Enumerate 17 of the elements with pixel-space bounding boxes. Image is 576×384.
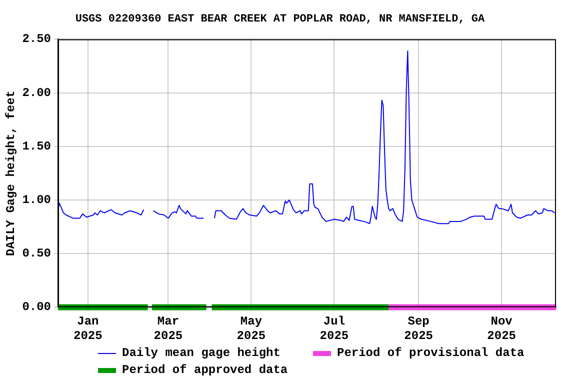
y-tick-label: 2.00 xyxy=(22,86,51,100)
x-tick-label: Mar 2025 xyxy=(154,314,183,343)
y-axis-title: DAILY Gage height, feet xyxy=(4,90,18,256)
y-tick-label: 0.50 xyxy=(22,246,51,261)
x-tick-label: Jul 2025 xyxy=(320,314,349,343)
legend-label: Daily mean gage height xyxy=(122,346,280,360)
y-tick-label: 0.00 xyxy=(22,300,51,314)
chart-title: USGS 02209360 EAST BEAR CREEK AT POPLAR ROAD, NR MANSFIELD, GA xyxy=(75,13,486,26)
legend-label: Period of approved data xyxy=(122,363,288,377)
x-tick-label: Sep 2025 xyxy=(404,314,433,343)
y-tick-label: 1.00 xyxy=(22,193,51,208)
legend-label: Period of provisional data xyxy=(337,346,524,360)
y-tick-label: 1.50 xyxy=(22,139,51,154)
x-tick-label: Jan 2025 xyxy=(74,314,102,343)
y-tick-label: 2.50 xyxy=(22,32,51,46)
x-tick-label: Nov 2025 xyxy=(487,314,516,343)
x-tick-label: May 2025 xyxy=(236,314,266,343)
